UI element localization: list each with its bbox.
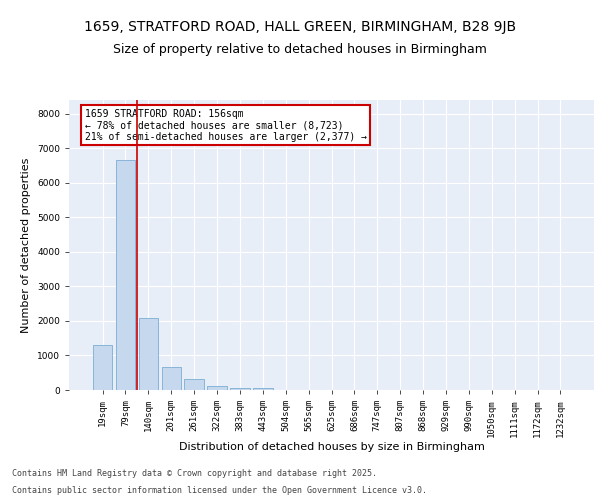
Bar: [139, 318, 158, 390]
Text: Size of property relative to detached houses in Birmingham: Size of property relative to detached ho…: [113, 42, 487, 56]
Text: 1659, STRATFORD ROAD, HALL GREEN, BIRMINGHAM, B28 9JB: 1659, STRATFORD ROAD, HALL GREEN, BIRMIN…: [84, 20, 516, 34]
Bar: [184, 380, 204, 390]
Bar: [208, 386, 227, 390]
Text: Contains public sector information licensed under the Open Government Licence v3: Contains public sector information licen…: [12, 486, 427, 495]
Y-axis label: Number of detached properties: Number of detached properties: [22, 158, 31, 332]
Text: 1659 STRATFORD ROAD: 156sqm
← 78% of detached houses are smaller (8,723)
21% of : 1659 STRATFORD ROAD: 156sqm ← 78% of det…: [85, 108, 367, 142]
X-axis label: Distribution of detached houses by size in Birmingham: Distribution of detached houses by size …: [179, 442, 484, 452]
Bar: [253, 388, 272, 390]
Bar: [230, 388, 250, 390]
Bar: [161, 367, 181, 390]
Bar: [93, 345, 112, 390]
Text: Contains HM Land Registry data © Crown copyright and database right 2025.: Contains HM Land Registry data © Crown c…: [12, 468, 377, 477]
Bar: [116, 160, 135, 390]
